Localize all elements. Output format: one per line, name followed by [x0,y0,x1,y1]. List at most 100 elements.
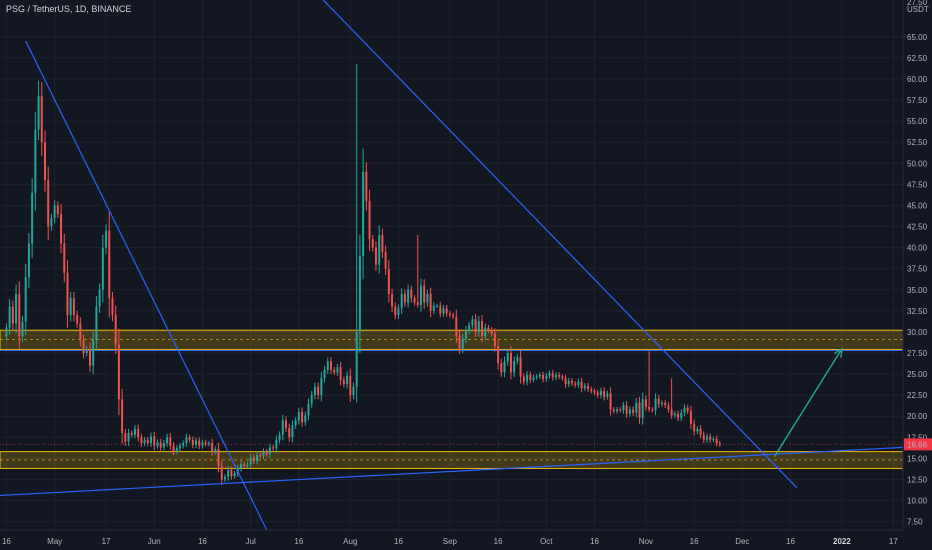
candle-body [574,383,577,386]
time-tick-label: Dec [735,537,749,546]
trendline[interactable] [25,40,268,531]
candle-body [590,389,593,391]
price-tick-label: 42.50 [907,223,928,232]
candle-body [294,420,297,426]
candle-body [313,386,316,396]
candle-body [140,437,143,444]
candle-body [307,403,310,416]
price-tick-label: 25.00 [907,370,928,379]
candle-body [301,411,304,423]
candle-body [619,409,622,411]
candle-body [43,142,46,181]
candle-body [92,340,95,366]
candle-body [278,434,281,440]
candle-body [670,409,673,416]
symbol-title: PSG / TetherUS, 1D, BINANCE [6,4,132,14]
candle-body [715,438,718,444]
candle-body [612,409,615,412]
candle-body [21,321,24,337]
candle-body [15,293,18,324]
candle-body [265,451,268,455]
candle-body [371,239,374,248]
candle-body [516,357,519,362]
time-tick-label: 2022 [833,537,851,546]
candle-body [60,213,63,244]
candle-body [587,385,590,390]
candle-body [699,428,702,435]
candle-body [27,243,30,278]
candle-body [571,380,574,384]
candle-body [410,289,413,299]
candle-body [243,464,246,466]
trendline[interactable] [0,446,904,497]
time-tick-label: 17 [102,537,111,546]
arrow-head-icon[interactable] [833,347,843,358]
time-tick-label: 16 [2,537,11,546]
candle-body [455,316,458,337]
candle-body [532,377,535,380]
candle-body [101,247,104,290]
candle-body [712,438,715,440]
candle-body [651,409,654,411]
candle-body [606,393,609,397]
trendlines[interactable] [0,0,904,531]
time-tick-label: 16 [294,537,303,546]
time-axis[interactable]: 16 May 17 Jun 16 Jul 16 Aug 16 Sep 16 Oct 16 Nov 16 Dec… [0,529,932,550]
trendline[interactable] [318,0,798,489]
candle-body [616,409,618,412]
candle-body [641,399,644,418]
candle-body [114,315,117,345]
candle-body [262,451,265,456]
candle-body [468,325,471,331]
candle-body [37,95,40,130]
candle-body [339,367,342,380]
time-tick-label: 16 [198,537,207,546]
candle-body [439,305,442,314]
candle-body [702,434,705,440]
candle-body [246,464,249,466]
candle-body [172,445,175,452]
candle-body [497,346,500,364]
candle-body [150,436,153,444]
candle-body [464,330,467,339]
candle-body [705,436,708,440]
candle-body [635,402,638,413]
candle-body [291,425,294,438]
price-tick-label: 15.00 [907,454,928,463]
candle-body [333,369,336,373]
candle-body [660,402,663,405]
candle-body [458,336,461,349]
candle-body [349,375,352,396]
candle-body [445,308,448,314]
candle-body [127,433,130,442]
candle-body [622,405,625,411]
price-axis[interactable]: 27.50USDT65.0062.5060.0057.5055.0052.505… [902,0,932,550]
currency-label: 27.50 [907,0,928,7]
candle-body [175,448,178,452]
candle-body [551,373,554,378]
candle-body [117,344,120,400]
projection-arrow-icon[interactable] [773,348,843,458]
candle-body [169,437,172,446]
candle-body [82,340,85,353]
candle-body [548,373,551,376]
candle-body [471,319,474,326]
candle-body [268,447,271,455]
candle-body [529,374,532,380]
candle-body [85,348,88,353]
current-price-tag[interactable] [904,438,932,451]
candle-body [285,420,287,428]
time-tick-label: May [47,537,62,546]
candle-body [580,381,583,389]
candle-body [378,234,381,265]
candle-body [500,363,503,373]
candle-body [683,407,686,413]
time-tick-label: Oct [540,537,553,546]
candle-body [153,436,156,446]
candle-body [693,423,696,432]
candle-body [689,411,692,424]
candle-body [272,447,275,449]
candle-body [178,445,181,449]
